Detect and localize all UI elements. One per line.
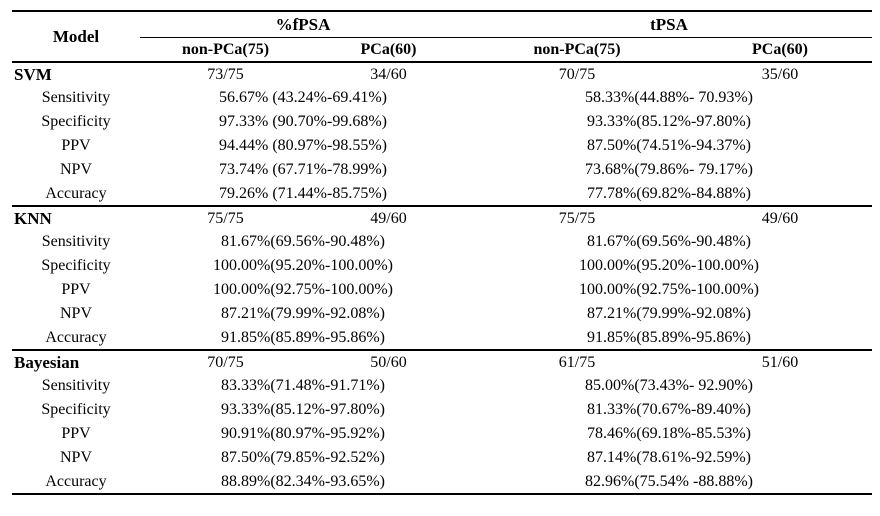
count-tpsa-nonpca: 75/75 bbox=[558, 209, 596, 227]
metric-value-tpsa: 81.67%(69.56%-90.48%) bbox=[587, 233, 751, 250]
count-tpsa-nonpca: 70/75 bbox=[558, 65, 596, 83]
results-table: Model %fPSA tPSA non-PCa(75) PCa(60) non… bbox=[12, 10, 872, 495]
count-tpsa-nonpca: 61/75 bbox=[558, 353, 596, 371]
metric-value-fpsa: 83.33%(71.48%-91.71%) bbox=[221, 377, 385, 394]
metric-value-tpsa: 58.33%(44.88%- 70.93%) bbox=[585, 89, 753, 106]
table-row-metric: Specificity 97.33% (90.70%-99.68%) 93.33… bbox=[12, 110, 872, 134]
metric-value-fpsa: 81.67%(69.56%-90.48%) bbox=[221, 233, 385, 250]
metric-value-fpsa: 93.33%(85.12%-97.80%) bbox=[221, 401, 385, 418]
group-header-fpsa: %fPSA bbox=[140, 11, 466, 38]
count-tpsa-pca: 35/60 bbox=[761, 65, 799, 83]
subheader-fpsa-pca: PCa(60) bbox=[311, 37, 466, 63]
metric-value-tpsa: 100.00%(92.75%-100.00%) bbox=[579, 281, 759, 298]
table-row-metric: PPV 100.00%(92.75%-100.00%) 100.00%(92.7… bbox=[12, 278, 872, 302]
metric-value-fpsa: 94.44% (80.97%-98.55%) bbox=[219, 137, 387, 154]
count-tpsa-pca: 49/60 bbox=[761, 209, 799, 227]
count-fpsa-pca: 50/60 bbox=[370, 353, 407, 371]
metric-label: NPV bbox=[59, 161, 92, 178]
metric-value-tpsa: 93.33%(85.12%-97.80%) bbox=[587, 113, 751, 130]
metric-value-tpsa: 77.78%(69.82%-84.88%) bbox=[466, 182, 872, 207]
count-fpsa-nonpca: 73/75 bbox=[207, 65, 244, 83]
table-row-metric: Sensitivity 81.67%(69.56%-90.48%) 81.67%… bbox=[12, 230, 872, 254]
metric-value-tpsa: 85.00%(73.43%- 92.90%) bbox=[585, 377, 753, 394]
table-row-metric: Specificity 93.33%(85.12%-97.80%) 81.33%… bbox=[12, 398, 872, 422]
metric-value-fpsa: 97.33% (90.70%-99.68%) bbox=[219, 113, 387, 130]
model-column-header: Model bbox=[12, 11, 140, 63]
subcolumn-header-row: non-PCa(75) PCa(60) non-PCa(75) PCa(60) bbox=[12, 37, 872, 63]
metric-value-fpsa: 90.91%(80.97%-95.92%) bbox=[221, 425, 385, 442]
metric-value-tpsa: 91.85%(85.89%-95.86%) bbox=[466, 326, 872, 351]
metric-label: Accuracy bbox=[12, 326, 140, 351]
subheader-tpsa-nonpca: non-PCa(75) bbox=[466, 37, 688, 63]
count-fpsa-pca: 34/60 bbox=[370, 65, 407, 83]
metric-label: Specificity bbox=[41, 113, 111, 130]
table-row-metric: PPV 94.44% (80.97%-98.55%) 87.50%(74.51%… bbox=[12, 134, 872, 158]
model-name: KNN bbox=[14, 208, 52, 228]
table-row-model-svm: SVM 73/75 34/60 70/75 35/60 bbox=[12, 62, 872, 86]
metric-value-tpsa: 78.46%(69.18%-85.53%) bbox=[587, 425, 751, 442]
count-fpsa-nonpca: 75/75 bbox=[207, 209, 244, 227]
model-name: Bayesian bbox=[14, 352, 80, 372]
table-row-metric: NPV 87.50%(79.85%-92.52%) 87.14%(78.61%-… bbox=[12, 446, 872, 470]
table-row-metric: Sensitivity 56.67% (43.24%-69.41%) 58.33… bbox=[12, 86, 872, 110]
metric-value-fpsa: 73.74% (67.71%-78.99%) bbox=[219, 161, 387, 178]
table-row-metric: Accuracy 91.85%(85.89%-95.86%) 91.85%(85… bbox=[12, 326, 872, 351]
metric-value-fpsa: 91.85%(85.89%-95.86%) bbox=[140, 326, 466, 351]
count-fpsa-nonpca: 70/75 bbox=[207, 353, 244, 371]
metric-value-fpsa: 56.67% (43.24%-69.41%) bbox=[219, 89, 387, 106]
table-row-metric: Accuracy 79.26% (71.44%-85.75%) 77.78%(6… bbox=[12, 182, 872, 207]
metric-label: Specificity bbox=[41, 257, 111, 274]
metric-value-fpsa: 87.50%(79.85%-92.52%) bbox=[221, 449, 385, 466]
table-row-metric: NPV 87.21%(79.99%-92.08%) 87.21%(79.99%-… bbox=[12, 302, 872, 326]
group-header-tpsa: tPSA bbox=[466, 11, 872, 38]
table-row-metric: PPV 90.91%(80.97%-95.92%) 78.46%(69.18%-… bbox=[12, 422, 872, 446]
table-row-model-bayesian: Bayesian 70/75 50/60 61/75 51/60 bbox=[12, 350, 872, 374]
metric-value-tpsa: 87.50%(74.51%-94.37%) bbox=[587, 137, 751, 154]
group-header-row: Model %fPSA tPSA bbox=[12, 11, 872, 63]
metric-value-fpsa: 87.21%(79.99%-92.08%) bbox=[221, 305, 385, 322]
metric-label: Sensitivity bbox=[41, 377, 111, 394]
metric-label: Accuracy bbox=[12, 470, 140, 495]
metric-label: Specificity bbox=[41, 401, 111, 418]
metric-value-tpsa: 87.21%(79.99%-92.08%) bbox=[587, 305, 751, 322]
metric-value-tpsa: 81.33%(70.67%-89.40%) bbox=[587, 401, 751, 418]
table-row-metric: Specificity 100.00%(95.20%-100.00%) 100.… bbox=[12, 254, 872, 278]
metric-value-tpsa: 82.96%(75.54% -88.88%) bbox=[466, 470, 872, 495]
metric-value-fpsa: 79.26% (71.44%-85.75%) bbox=[140, 182, 466, 207]
model-name: SVM bbox=[14, 64, 52, 84]
count-tpsa-pca: 51/60 bbox=[761, 353, 799, 371]
metric-value-tpsa: 100.00%(95.20%-100.00%) bbox=[579, 257, 759, 274]
metric-label: Sensitivity bbox=[41, 89, 111, 106]
subheader-fpsa-nonpca: non-PCa(75) bbox=[140, 37, 311, 63]
count-fpsa-pca: 49/60 bbox=[370, 209, 407, 227]
metric-value-fpsa: 100.00%(95.20%-100.00%) bbox=[213, 257, 393, 274]
table-row-model-knn: KNN 75/75 49/60 75/75 49/60 bbox=[12, 206, 872, 230]
metric-value-tpsa: 87.14%(78.61%-92.59%) bbox=[587, 449, 751, 466]
metric-label: NPV bbox=[59, 449, 92, 466]
metric-value-tpsa: 73.68%(79.86%- 79.17%) bbox=[585, 161, 753, 178]
metric-label: PPV bbox=[61, 425, 91, 442]
metric-label: Sensitivity bbox=[41, 233, 111, 250]
subheader-tpsa-pca: PCa(60) bbox=[688, 37, 872, 63]
metric-label: Accuracy bbox=[12, 182, 140, 207]
metric-value-fpsa: 88.89%(82.34%-93.65%) bbox=[140, 470, 466, 495]
metric-label: NPV bbox=[59, 305, 92, 322]
table-row-metric: NPV 73.74% (67.71%-78.99%) 73.68%(79.86%… bbox=[12, 158, 872, 182]
table-row-metric: Accuracy 88.89%(82.34%-93.65%) 82.96%(75… bbox=[12, 470, 872, 495]
metric-label: PPV bbox=[61, 281, 91, 298]
metric-label: PPV bbox=[61, 137, 91, 154]
metric-value-fpsa: 100.00%(92.75%-100.00%) bbox=[213, 281, 393, 298]
table-row-metric: Sensitivity 83.33%(71.48%-91.71%) 85.00%… bbox=[12, 374, 872, 398]
